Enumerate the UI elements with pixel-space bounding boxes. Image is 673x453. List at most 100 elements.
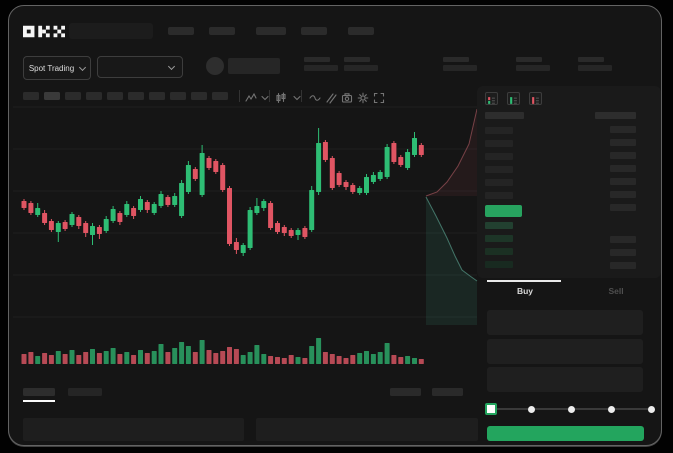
candle-body (35, 208, 41, 215)
bid-amount-row[interactable] (610, 262, 636, 269)
volume-bar (206, 350, 212, 364)
timeframe-slot[interactable] (149, 92, 165, 100)
nav-item-placeholder[interactable] (168, 27, 194, 35)
volume-bar (268, 356, 274, 364)
timeframe-slot[interactable] (86, 92, 102, 100)
volume-bar (370, 354, 376, 364)
chevron-down-icon[interactable] (259, 91, 271, 103)
nav-item-placeholder[interactable] (209, 27, 235, 35)
nav-item-placeholder[interactable] (348, 27, 374, 35)
slider-stop-dot[interactable] (527, 405, 535, 413)
channel-tool-icon[interactable] (325, 91, 337, 104)
book-view-asks-only-icon[interactable] (529, 92, 542, 105)
book-view-bids-only-icon[interactable] (507, 92, 520, 105)
candle-body (179, 183, 185, 216)
ask-amount-row[interactable] (610, 204, 636, 211)
timeframe-slot[interactable] (107, 92, 123, 100)
market-type-selector[interactable]: Spot Trading (23, 56, 91, 80)
settings-gear-icon[interactable] (357, 91, 369, 104)
book-header-placeholder (595, 112, 636, 119)
pair-selector[interactable] (97, 56, 183, 78)
coin-avatar[interactable] (206, 57, 224, 75)
market-type-label: Spot Trading (28, 63, 75, 73)
candle-body (151, 204, 157, 213)
candle-body (83, 223, 89, 233)
bid-price-row[interactable] (485, 248, 513, 255)
timeframe-slot[interactable] (23, 92, 39, 100)
price-chart[interactable] (9, 6, 662, 446)
candle-body (69, 214, 75, 225)
candle-body (412, 138, 417, 155)
volume-bar (96, 353, 102, 364)
ask-price-row[interactable] (485, 192, 513, 199)
candle-body (62, 222, 68, 229)
candle-body (233, 242, 239, 250)
bottom-tab-history[interactable] (68, 388, 102, 396)
tab-sell[interactable]: Sell (608, 286, 624, 296)
order-input-placeholder[interactable] (487, 310, 643, 335)
timeframe-slot[interactable] (65, 92, 81, 100)
camera-icon[interactable] (341, 91, 353, 103)
volume-bar (131, 355, 137, 364)
bid-price-row[interactable] (485, 222, 513, 229)
slider-stop-dot[interactable] (647, 405, 655, 413)
bid-amount-row[interactable] (610, 236, 636, 243)
candle-body (42, 213, 48, 223)
ask-amount-row[interactable] (610, 178, 636, 185)
timeframe-slot[interactable] (170, 92, 186, 100)
timeframe-slot[interactable] (128, 92, 144, 100)
fullscreen-icon[interactable] (373, 91, 385, 104)
candle-body (343, 182, 349, 187)
timeframe-slot[interactable] (44, 92, 60, 100)
timeframe-slot[interactable] (191, 92, 207, 100)
candle-body (295, 230, 301, 235)
order-input-placeholder[interactable] (487, 339, 643, 364)
ask-amount-row[interactable] (610, 165, 636, 172)
candle-body (357, 188, 363, 193)
slider-stop-dot[interactable] (567, 405, 575, 413)
chevron-down-icon[interactable] (291, 91, 303, 103)
bottom-action-placeholder[interactable] (432, 388, 463, 396)
candle-body (391, 143, 397, 162)
nav-item-placeholder[interactable] (301, 27, 327, 35)
indicator-zigzag-icon[interactable] (245, 91, 257, 103)
bottom-action-placeholder[interactable] (390, 388, 421, 396)
bid-amount-row[interactable] (610, 249, 636, 256)
slider-stop-dot[interactable] (607, 405, 615, 413)
ask-amount-row[interactable] (610, 126, 636, 133)
book-view-combined-book-icon[interactable] (485, 92, 498, 105)
volume-bar (261, 354, 267, 364)
ask-amount-row[interactable] (610, 191, 636, 198)
volume-bar (69, 350, 75, 364)
volume-bar (220, 351, 226, 364)
ask-price-row[interactable] (485, 166, 513, 173)
chart-style-icon[interactable] (275, 91, 287, 104)
stat-value-placeholder (344, 65, 378, 71)
volume-bar (35, 356, 41, 364)
ask-price-row[interactable] (485, 179, 513, 186)
nav-item-placeholder[interactable] (256, 27, 286, 35)
ask-price-row[interactable] (485, 140, 513, 147)
candle-body (227, 188, 232, 244)
timeframe-slot[interactable] (212, 92, 228, 100)
ask-amount-row[interactable] (610, 139, 636, 146)
ask-price-row[interactable] (485, 127, 513, 134)
ask-price-row[interactable] (485, 153, 513, 160)
toolbar-divider (301, 90, 302, 102)
volume-bar (103, 351, 109, 364)
okx-logo[interactable] (23, 25, 65, 38)
bid-price-row[interactable] (485, 261, 513, 268)
order-input-placeholder[interactable] (487, 367, 643, 392)
line-tool-icon[interactable] (309, 91, 321, 103)
candle-body (240, 245, 246, 253)
tab-buy[interactable]: Buy (516, 286, 534, 296)
candle-body (322, 142, 328, 160)
ask-amount-row[interactable] (610, 152, 636, 159)
buy-submit-button[interactable] (487, 426, 644, 441)
candle-body (247, 210, 253, 248)
bid-price-row[interactable] (485, 235, 513, 242)
last-price-bar[interactable] (485, 205, 522, 217)
stat-value-placeholder (443, 65, 477, 71)
slider-handle[interactable] (485, 403, 497, 415)
bottom-tab-open-orders[interactable] (23, 388, 55, 396)
